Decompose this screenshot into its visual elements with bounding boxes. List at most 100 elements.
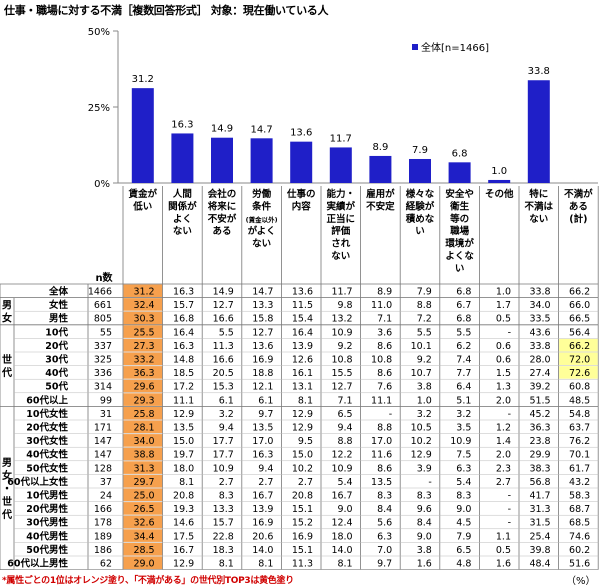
row-n: 189 xyxy=(94,531,112,542)
table-cell: 18.0 xyxy=(173,463,194,474)
table-cell: 8.6 xyxy=(377,463,392,474)
table-cell: 43.6 xyxy=(529,327,550,338)
table-cell: 28.1 xyxy=(133,423,154,434)
table-cell: 8.6 xyxy=(377,368,392,379)
table-cell: 7.9 xyxy=(417,287,432,298)
table-cell: 5.5 xyxy=(219,327,234,338)
table-cell: 15.3 xyxy=(213,382,234,393)
table-cell: 31.2 xyxy=(133,287,154,298)
table-cell: 1.0 xyxy=(417,395,432,406)
table-cell: 9.4 xyxy=(219,423,234,434)
legend-swatch xyxy=(412,44,418,50)
row-label: 男性 xyxy=(49,313,69,325)
table-cell: 16.1 xyxy=(292,368,313,379)
table-cell: 16.7 xyxy=(331,491,352,502)
table-cell: 16.8 xyxy=(173,314,194,325)
category-label: 環境が xyxy=(445,238,474,250)
table-cell: 18.8 xyxy=(252,368,273,379)
category-label: 積めな xyxy=(405,213,435,225)
table-cell: 8.8 xyxy=(337,436,352,447)
table-cell: 7.0 xyxy=(377,545,392,556)
category-label: 人間 xyxy=(173,188,192,200)
table-cell: 6.5 xyxy=(456,545,471,556)
table-cell: 9.0 xyxy=(337,504,352,515)
table-cell: 43.2 xyxy=(569,477,590,488)
table-cell: 16.6 xyxy=(213,314,234,325)
table-cell: 33.5 xyxy=(529,314,550,325)
table-cell: 54.8 xyxy=(569,409,590,420)
category-label: ない xyxy=(529,214,548,225)
table-cell: 29.0 xyxy=(133,559,154,570)
table-cell: 17.0 xyxy=(252,436,273,447)
table-cell: 63.7 xyxy=(569,423,590,434)
row-label: 60代以上女性 xyxy=(7,476,68,488)
table-cell: 7.9 xyxy=(456,531,471,542)
table-cell: 9.8 xyxy=(337,300,352,311)
table-cell: 9.4 xyxy=(337,423,352,434)
table-cell: 13.5 xyxy=(173,423,194,434)
table-cell: 17.5 xyxy=(173,531,194,542)
table-cell: 11.6 xyxy=(371,450,392,461)
table-cell: 6.3 xyxy=(377,531,392,542)
table-cell: 8.3 xyxy=(417,491,432,502)
table-cell: 17.2 xyxy=(173,382,194,393)
row-n: 147 xyxy=(94,436,112,447)
row-n: 337 xyxy=(94,341,112,352)
table-cell: 8.4 xyxy=(377,504,392,515)
table-cell: 2.3 xyxy=(496,463,511,474)
table-cell: 7.5 xyxy=(456,450,471,461)
table-cell: 2.7 xyxy=(298,477,313,488)
table-cell: 72.6 xyxy=(569,368,590,379)
table-cell: 5.4 xyxy=(456,477,471,488)
table-cell: 25.0 xyxy=(133,491,154,502)
table-cell: 31.5 xyxy=(529,518,550,529)
table-cell: 10.8 xyxy=(331,355,352,366)
table-cell: 15.0 xyxy=(292,450,313,461)
table-cell: 8.8 xyxy=(377,423,392,434)
table-cell: 12.9 xyxy=(411,450,432,461)
table-cell: 36.3 xyxy=(133,368,154,379)
table-cell: 15.1 xyxy=(292,545,313,556)
row-label: 50代男性 xyxy=(26,544,68,556)
table-cell: 66.2 xyxy=(569,287,590,298)
row-label: 20代 xyxy=(45,340,68,352)
table-cell: 51.5 xyxy=(529,395,550,406)
table-cell: 27.3 xyxy=(133,341,154,352)
row-n: 37 xyxy=(100,477,112,488)
table-cell: 12.9 xyxy=(292,409,313,420)
table-cell: 23.8 xyxy=(529,436,550,447)
row-label: 10代男性 xyxy=(26,490,68,502)
table-cell: 0.5 xyxy=(496,314,511,325)
highlight-orange xyxy=(123,529,163,542)
table-cell: 27.4 xyxy=(529,368,550,379)
bar xyxy=(171,133,194,183)
bar xyxy=(250,138,273,183)
table-cell: 25.5 xyxy=(133,327,154,338)
table-cell: 66.5 xyxy=(569,314,590,325)
row-label: 40代女性 xyxy=(26,449,68,461)
table-cell: 39.8 xyxy=(529,545,550,556)
highlight-orange xyxy=(123,284,163,298)
category-label: 能力・ xyxy=(327,188,356,200)
table-cell: 9.5 xyxy=(298,436,313,447)
highlight-orange xyxy=(123,338,163,352)
bar xyxy=(211,137,233,183)
row-n: 171 xyxy=(94,423,112,434)
category-label: 等の xyxy=(449,213,469,225)
highlight-yellow xyxy=(559,338,598,352)
table-cell: 6.7 xyxy=(456,300,471,311)
table-cell: 28.5 xyxy=(133,545,154,556)
highlight-orange xyxy=(123,325,163,338)
table-cell: 8.3 xyxy=(377,491,392,502)
table-cell: 1.3 xyxy=(496,382,511,393)
table-cell: 56.8 xyxy=(529,477,550,488)
table-cell: 1.2 xyxy=(496,423,511,434)
category-label: (計) xyxy=(569,213,587,225)
table-cell: 20.8 xyxy=(173,491,194,502)
table-cell: 12.4 xyxy=(331,518,352,529)
table-cell: 14.0 xyxy=(252,545,273,556)
category-label: ある xyxy=(212,225,231,237)
category-label: 将来に xyxy=(208,200,237,212)
bar-value-label: 8.9 xyxy=(372,142,388,153)
highlight-orange xyxy=(123,406,163,420)
